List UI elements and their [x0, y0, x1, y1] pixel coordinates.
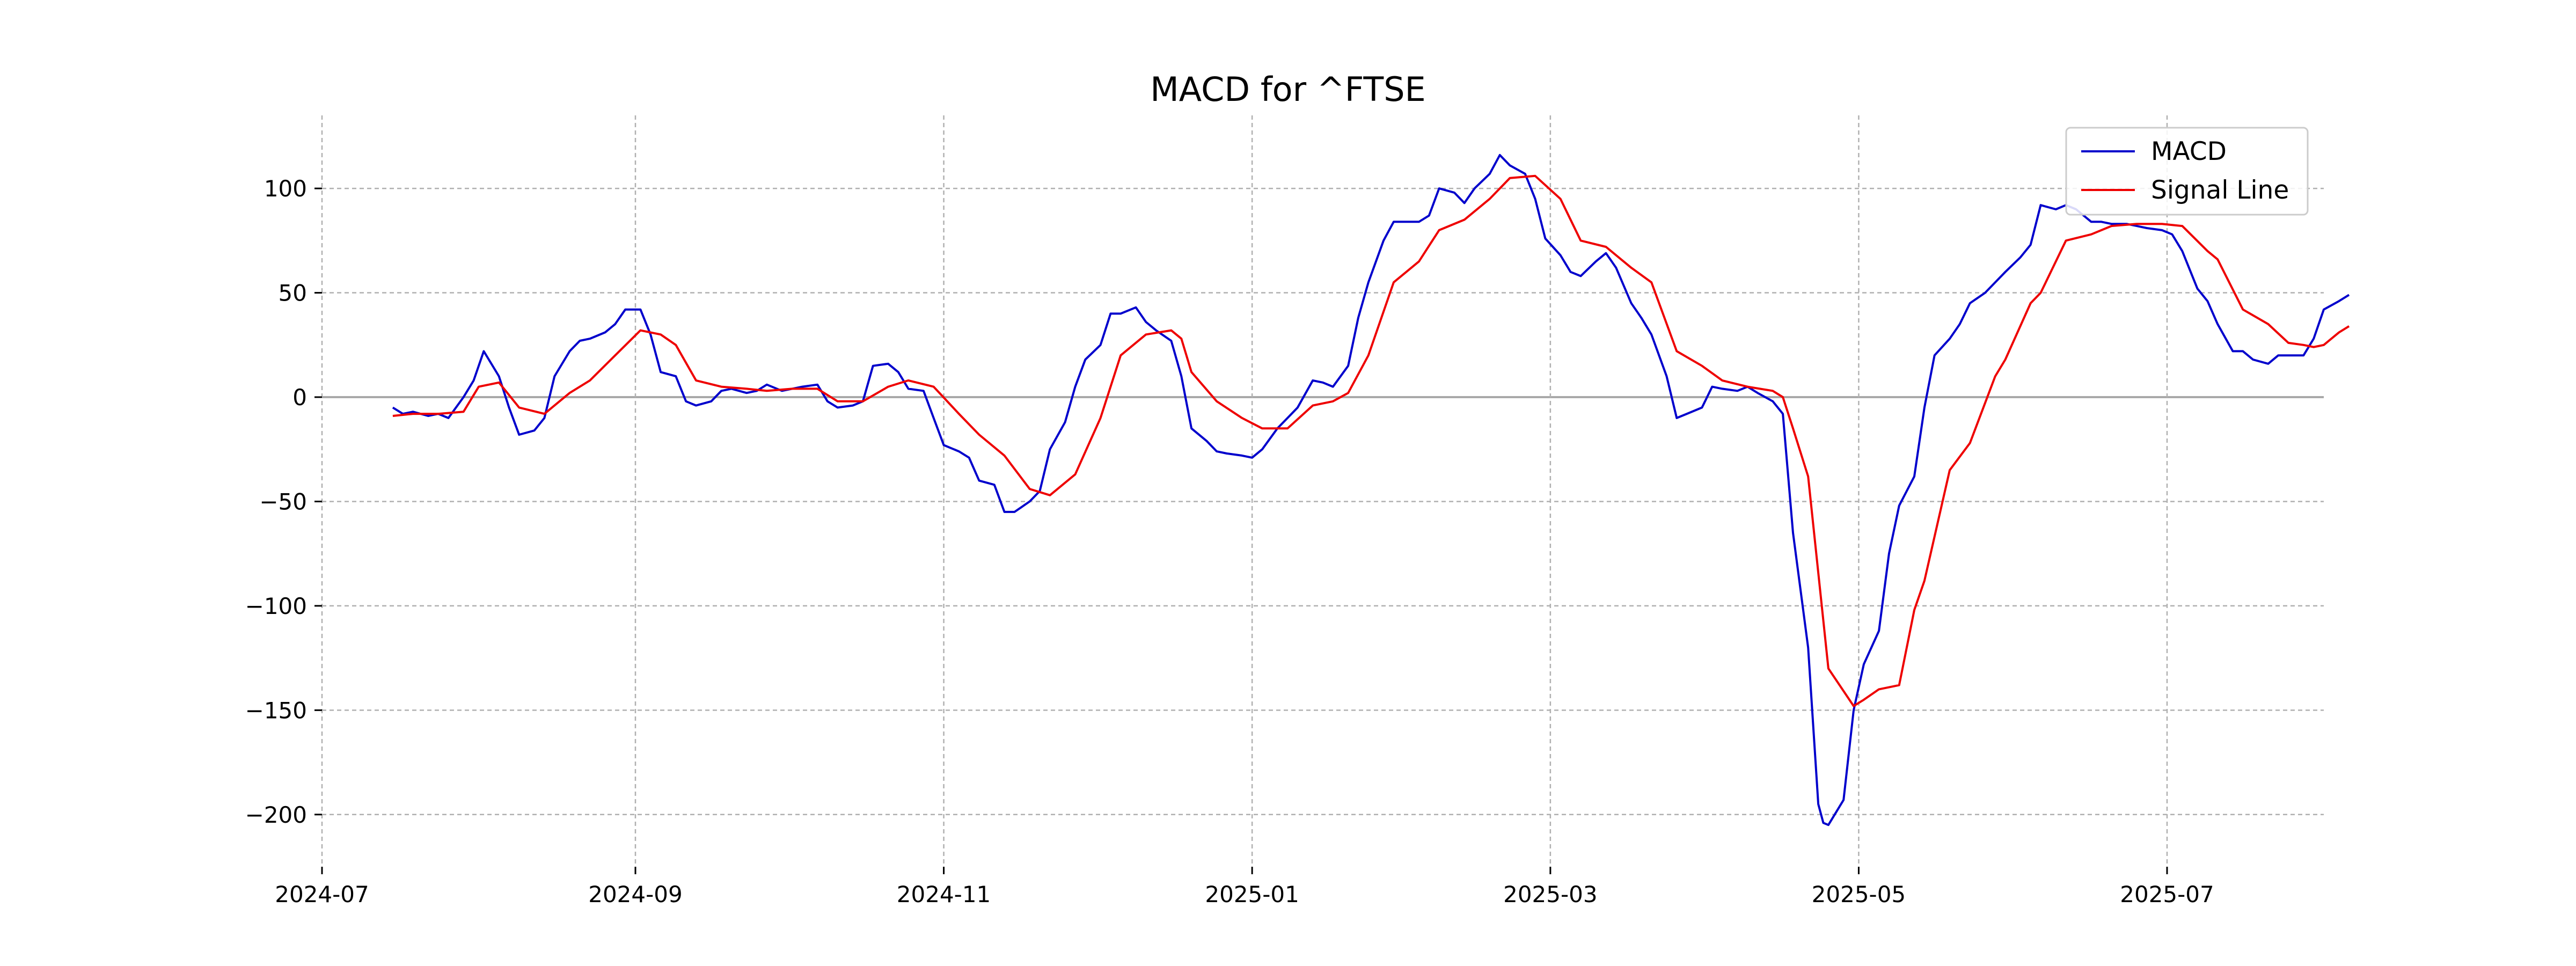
series-lines: [392, 153, 2350, 826]
x-tick-label: 2025-07: [2120, 881, 2214, 908]
legend: MACD Signal Line: [2065, 127, 2309, 216]
x-tick-label: 2025-01: [1205, 881, 1299, 908]
chart-title: MACD for ^FTSE: [1150, 70, 1425, 109]
y-tick-label: 100: [264, 175, 307, 202]
x-tick-label: 2024-07: [275, 881, 369, 908]
axes: −200 −150 −100 −50 0 50 100 2024-07 2024-09 2024-…: [245, 175, 2214, 908]
x-tick-label: 2024-09: [588, 881, 683, 908]
legend-label-signal-line: Signal Line: [2151, 175, 2289, 205]
y-tick-label: −50: [259, 488, 307, 515]
x-tick-label: 2024-11: [897, 881, 991, 908]
legend-box: [2065, 127, 2309, 216]
y-tick-label: −150: [245, 697, 307, 723]
y-tick-label: 0: [292, 384, 307, 411]
x-tick-label: 2025-05: [1812, 881, 1906, 908]
series-line-macd: [392, 153, 2350, 826]
x-tick-label: 2025-03: [1503, 881, 1598, 908]
y-tick-label: −200: [245, 802, 307, 828]
legend-label-macd: MACD: [2151, 137, 2227, 166]
y-tick-label: 50: [279, 280, 307, 306]
grid-lines: [321, 115, 2324, 867]
series-line-signal-line: [392, 174, 2350, 707]
y-tick-label: −100: [245, 593, 307, 619]
